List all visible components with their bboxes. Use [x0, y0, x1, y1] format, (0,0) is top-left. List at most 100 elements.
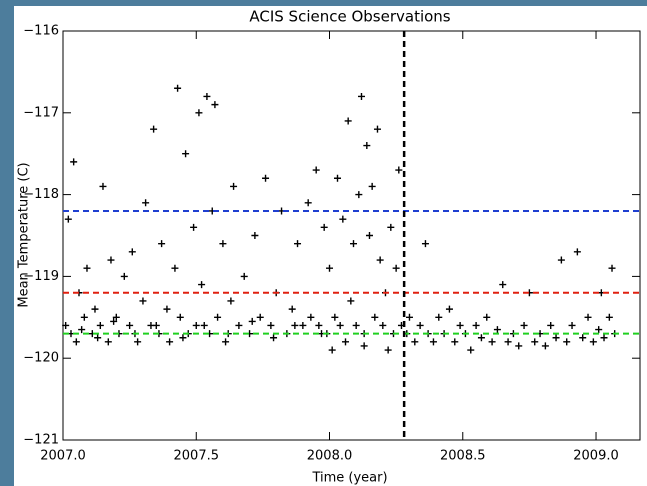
- point: [251, 232, 259, 239]
- point: [256, 313, 264, 321]
- point: [531, 338, 539, 346]
- point: [579, 334, 587, 342]
- point: [200, 321, 208, 329]
- y-tick-label: −117: [23, 105, 59, 120]
- point: [368, 182, 376, 190]
- point: [600, 334, 608, 342]
- plot-frame: [62, 30, 641, 441]
- point: [357, 92, 365, 100]
- point: [605, 313, 613, 321]
- point: [126, 321, 134, 329]
- y-tick-label: −118: [23, 187, 59, 202]
- point: [104, 338, 112, 346]
- point: [541, 342, 549, 350]
- point: [99, 182, 107, 190]
- point: [429, 338, 437, 346]
- point: [219, 240, 227, 248]
- point: [392, 264, 400, 272]
- point: [299, 321, 307, 329]
- point: [504, 338, 512, 346]
- x-tick-label: 2007.5: [174, 449, 220, 464]
- point: [182, 150, 190, 158]
- point: [166, 338, 174, 346]
- point: [557, 256, 565, 264]
- point: [488, 338, 496, 346]
- point: [112, 313, 120, 321]
- point: [379, 321, 387, 329]
- point: [411, 338, 419, 346]
- point: [139, 297, 147, 305]
- chart-background: [14, 6, 647, 486]
- y-tick-label: −119: [23, 269, 59, 284]
- y-tick-label: −116: [23, 24, 59, 39]
- point: [128, 248, 136, 256]
- point: [214, 313, 222, 321]
- point: [371, 313, 379, 321]
- point: [608, 264, 616, 272]
- x-tick-label: 2009.0: [573, 449, 619, 464]
- point: [163, 305, 171, 313]
- point: [520, 321, 528, 329]
- point: [240, 272, 248, 280]
- point: [235, 321, 243, 329]
- point: [477, 334, 485, 342]
- point: [456, 321, 464, 329]
- point: [227, 297, 235, 305]
- point: [91, 305, 99, 313]
- y-tick-label: −120: [23, 351, 59, 366]
- point: [435, 313, 443, 321]
- point: [270, 334, 278, 342]
- point: [336, 321, 344, 329]
- point: [195, 109, 203, 117]
- point: [176, 313, 184, 321]
- point: [347, 297, 355, 305]
- point: [304, 199, 312, 207]
- point: [267, 321, 275, 329]
- point: [360, 342, 368, 350]
- point: [203, 92, 211, 100]
- point: [120, 272, 128, 280]
- point: [342, 338, 350, 346]
- point: [405, 313, 413, 321]
- point: [110, 317, 118, 325]
- point: [83, 264, 91, 272]
- point: [568, 321, 576, 329]
- point: [158, 240, 166, 248]
- x-axis-label: Time (year): [311, 471, 387, 486]
- point: [262, 174, 270, 182]
- point: [515, 342, 523, 350]
- point: [288, 305, 296, 313]
- point: [248, 317, 256, 325]
- point: [78, 326, 86, 334]
- point: [355, 191, 363, 199]
- point: [584, 313, 592, 321]
- point: [152, 321, 160, 329]
- point: [70, 158, 78, 166]
- point: [96, 321, 104, 329]
- point: [190, 223, 198, 231]
- point: [331, 313, 339, 321]
- point: [107, 256, 115, 264]
- point: [142, 199, 150, 207]
- point: [352, 321, 360, 329]
- point: [472, 321, 480, 329]
- point: [320, 223, 328, 231]
- point: [339, 215, 347, 223]
- chart-title: ACIS Science Observations: [249, 8, 450, 26]
- x-tick-label: 2008.0: [307, 449, 353, 464]
- point: [349, 240, 357, 248]
- point: [312, 166, 320, 174]
- point: [222, 338, 230, 346]
- point: [291, 321, 299, 329]
- point: [421, 240, 429, 248]
- point: [294, 240, 302, 248]
- point: [171, 264, 179, 272]
- point: [134, 338, 142, 346]
- y-tick-label: −121: [23, 433, 59, 448]
- point: [467, 346, 475, 354]
- point: [451, 338, 459, 346]
- point: [72, 338, 80, 346]
- point: [493, 326, 501, 334]
